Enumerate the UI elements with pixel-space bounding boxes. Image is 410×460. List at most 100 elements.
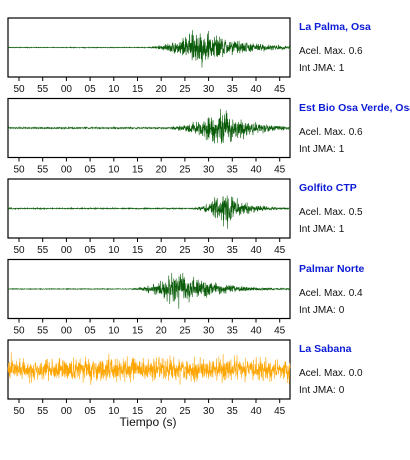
x-tick-label: 55 — [37, 84, 49, 95]
x-tick-label: 00 — [61, 406, 73, 417]
x-tick-label: 40 — [250, 245, 262, 256]
x-tick-label: 05 — [85, 165, 97, 176]
x-tick-label: 55 — [37, 326, 49, 337]
waveform-series — [7, 195, 291, 229]
jma-intensity-line: Int JMA: 0 — [299, 305, 410, 316]
accel-max-label: Acel. Max. — [299, 207, 346, 218]
x-tick-label: 30 — [203, 406, 215, 417]
jma-label: Int JMA: — [299, 304, 336, 316]
x-tick-label: 00 — [61, 326, 73, 337]
x-tick-label: 20 — [156, 84, 168, 95]
jma-value: 1 — [338, 143, 345, 155]
x-tick-label: 35 — [227, 84, 239, 95]
jma-value: 0 — [338, 385, 345, 396]
jma-label: Int JMA: — [299, 385, 336, 396]
station-name: La Sabana — [299, 343, 352, 355]
jma-intensity-line: Int JMA: 1 — [299, 224, 410, 235]
x-tick-label: 15 — [132, 165, 144, 176]
station-info: Est Bio Osa Verde, Osa Acel. Max. 0.6 Int J… — [299, 102, 410, 155]
x-tick-label: 20 — [156, 245, 168, 256]
accel-max-value: 0.6 — [348, 126, 363, 138]
jma-value: 0 — [338, 304, 345, 316]
x-axis-label: Tiempo (s) — [120, 415, 177, 429]
panel-2: 50 55 00 05 10 15 20 25 30 35 40 45 — [7, 178, 291, 256]
panel-0: 50 55 00 05 10 15 20 25 30 35 40 45 — [7, 17, 291, 95]
accel-max-label: Acel. Max. — [299, 126, 346, 138]
jma-intensity-line: Int JMA: 0 — [299, 385, 410, 396]
accel-max-line: Acel. Max. 0.5 — [299, 207, 410, 218]
x-tick-label: 30 — [203, 84, 215, 95]
x-tick-label: 10 — [108, 165, 120, 176]
x-tick-label: 35 — [227, 245, 239, 256]
x-tick-label: 05 — [85, 326, 97, 337]
accel-max-line: Acel. Max. 0.0 — [299, 368, 410, 379]
x-tick-label: 25 — [179, 84, 191, 95]
x-tick-label: 05 — [85, 84, 97, 95]
x-tick-label: 10 — [108, 406, 120, 417]
jma-label: Int JMA: — [299, 224, 336, 235]
x-tick-label: 15 — [132, 84, 144, 95]
x-tick-label: 20 — [156, 406, 168, 417]
x-tick-label: 45 — [274, 406, 286, 417]
accel-max-label: Acel. Max. — [299, 368, 346, 379]
x-tick-label: 55 — [37, 245, 49, 256]
panel-4: 50 55 00 05 10 15 20 25 30 35 40 45 — [7, 339, 291, 417]
x-tick-label: 40 — [250, 165, 262, 176]
x-tick-label: 50 — [13, 84, 25, 95]
x-tick-label: 50 — [13, 406, 25, 417]
x-tick-label: 00 — [61, 245, 73, 256]
waveform-series — [7, 272, 291, 309]
jma-value: 1 — [338, 224, 345, 235]
x-tick-label: 50 — [13, 326, 25, 337]
x-tick-label: 10 — [108, 84, 120, 95]
x-tick-label: 00 — [61, 165, 73, 176]
x-tick-label: 25 — [179, 406, 191, 417]
x-tick-label: 05 — [85, 406, 97, 417]
station-name: Palmar Norte — [299, 262, 365, 275]
x-tick-label: 55 — [37, 165, 49, 176]
station-name: Golfito CTP — [299, 182, 357, 194]
x-tick-label: 45 — [274, 326, 286, 337]
jma-label: Int JMA: — [299, 63, 336, 74]
x-tick-label: 35 — [227, 165, 239, 176]
station-info: Palmar Norte Acel. Max. 0.4 Int JMA: 0 — [299, 263, 410, 316]
x-tick-label: 05 — [85, 245, 97, 256]
x-tick-label: 50 — [13, 245, 25, 256]
x-tick-label: 20 — [156, 326, 168, 337]
jma-value: 1 — [338, 63, 345, 74]
accel-max-label: Acel. Max. — [299, 46, 346, 57]
waveform-series — [7, 30, 291, 68]
accel-max-line: Acel. Max. 0.4 — [299, 288, 410, 299]
x-tick-label: 25 — [179, 245, 191, 256]
x-tick-label: 25 — [179, 165, 191, 176]
x-tick-label: 55 — [37, 406, 49, 417]
x-tick-label: 20 — [156, 165, 168, 176]
x-tick-label: 45 — [274, 165, 286, 176]
x-tick-label: 15 — [132, 245, 144, 256]
x-tick-label: 35 — [227, 326, 239, 337]
x-tick-label: 30 — [203, 245, 215, 256]
station-name: Est Bio Osa Verde, Osa — [299, 101, 410, 114]
jma-intensity-line: Int JMA: 1 — [299, 144, 410, 155]
x-tick-label: 40 — [250, 84, 262, 95]
x-tick-label: 25 — [179, 326, 191, 337]
x-tick-label: 10 — [108, 326, 120, 337]
x-tick-label: 45 — [274, 245, 286, 256]
station-info: La Palma, Osa Acel. Max. 0.6 Int JMA: 1 — [299, 21, 410, 74]
jma-label: Int JMA: — [299, 143, 336, 155]
x-tick-label: 40 — [250, 326, 262, 337]
accel-max-line: Acel. Max. 0.6 — [299, 127, 410, 138]
x-tick-label: 50 — [13, 165, 25, 176]
x-tick-label: 00 — [61, 84, 73, 95]
panel-3: 50 55 00 05 10 15 20 25 30 35 40 45 — [7, 258, 291, 337]
accel-max-label: Acel. Max. — [299, 287, 346, 299]
x-tick-label: 30 — [203, 326, 215, 337]
accel-max-value: 0.4 — [348, 287, 363, 299]
x-tick-label: 35 — [227, 406, 239, 417]
x-tick-label: 15 — [132, 326, 144, 337]
accel-max-value: 0.0 — [348, 368, 363, 379]
accel-max-line: Acel. Max. 0.6 — [299, 46, 410, 57]
station-info: Golfito CTP Acel. Max. 0.5 Int JMA: 1 — [299, 182, 410, 235]
accel-max-value: 0.5 — [348, 207, 363, 218]
